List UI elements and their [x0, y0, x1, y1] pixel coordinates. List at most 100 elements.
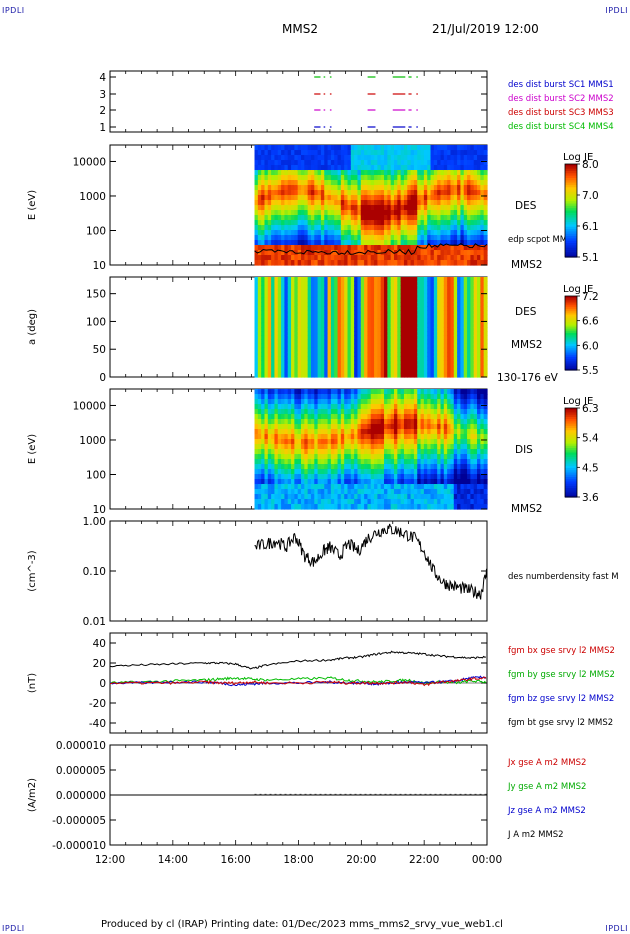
des-energy-cell [473, 155, 478, 161]
des-pitch-cell [347, 356, 352, 361]
des-energy-cell [277, 170, 282, 176]
burst-legend-1: des dist burst SC1 MMS1 [508, 80, 614, 90]
des-energy-cell [430, 190, 435, 196]
des-energy-cell [367, 180, 372, 186]
des-energy-cell [403, 245, 408, 251]
dis-energy-cell [264, 414, 269, 420]
dis-energy-cell [281, 404, 286, 410]
dis-energy-cell [254, 484, 259, 490]
dis-energy-cell [400, 489, 405, 495]
des-pitch-cell [397, 310, 402, 316]
dis-energy-cell [347, 474, 352, 480]
des-pitch-cell [354, 306, 359, 311]
dis-energy-cell [374, 434, 378, 440]
dis-energy-cell [370, 429, 375, 435]
dis-energy-cell [330, 499, 335, 505]
dis-energy-cell [314, 474, 319, 480]
des-pitch-cell [314, 331, 319, 336]
des-energy-cell [460, 240, 465, 246]
des-energy-cell [483, 165, 488, 171]
des-energy-cell [307, 245, 312, 251]
des-energy-cell [447, 165, 452, 171]
des-energy-cell [357, 230, 362, 236]
des-pitch-cell [354, 368, 359, 374]
dis-energy-cell [367, 419, 372, 425]
des-pitch-cell [423, 352, 428, 357]
des-energy-cell [261, 185, 266, 191]
des-pitch-cell [330, 347, 335, 353]
des-energy-cell [301, 215, 305, 221]
des-pitch-cell [350, 306, 355, 311]
des-pitch-ytick-label: 150 [86, 289, 106, 301]
des-pitch-cell [291, 285, 295, 291]
dis-energy-cell [254, 474, 259, 480]
des-energy-cell [327, 180, 332, 186]
des-energy-cell [334, 155, 339, 161]
dis-energy-cell [304, 444, 309, 450]
des-pitch-cell [334, 368, 339, 374]
des-energy-cell [480, 195, 485, 201]
dis-energy-cell [390, 494, 395, 500]
des-pitch-cell [437, 347, 442, 353]
des-pitch-cell [327, 293, 332, 299]
des-pitch-cell [397, 306, 402, 311]
des-energy-cell [437, 200, 442, 206]
des-energy-cell [324, 210, 329, 216]
des-energy-cell [267, 250, 272, 256]
des-pitch-cell [267, 293, 272, 299]
des-energy-cell [450, 210, 455, 216]
dis-energy-cell [271, 464, 276, 470]
des-pitch-cell [324, 277, 329, 282]
des-energy-cell [400, 165, 405, 171]
des-energy-cell [304, 145, 309, 151]
dis-energy-cell [410, 494, 415, 500]
des-pitch-cell [334, 281, 339, 286]
des-energy-cell [370, 225, 375, 231]
des-pitch-cell [354, 314, 359, 320]
des-pitch-cell [430, 364, 435, 370]
des-energy-cell [284, 245, 289, 251]
dis-energy-cell [367, 489, 372, 495]
des-pitch-cell [390, 293, 395, 299]
des-pitch-cell [450, 281, 455, 286]
dis-energy-cell [410, 464, 415, 470]
des-pitch-cell [354, 293, 359, 299]
des-pitch-cell [450, 368, 455, 374]
des-pitch-cell [364, 327, 369, 332]
des-pitch-cell [330, 360, 335, 366]
des-energy-cell [370, 195, 375, 201]
dis-energy-cell [334, 454, 339, 460]
des-energy-cell [287, 225, 292, 231]
des-pitch-cell [337, 281, 342, 286]
dis-energy-cell [354, 424, 359, 430]
dis-energy-cell [360, 449, 365, 455]
dis-energy-cell [324, 414, 329, 420]
des-energy-cell [453, 175, 458, 181]
dis-energy-cell [274, 449, 279, 455]
dis-energy-cell [350, 479, 355, 485]
des-pitch-cell [267, 281, 272, 286]
des-pitch-cell [307, 310, 312, 316]
des-energy-cell [430, 220, 435, 226]
dis-energy-cell [264, 394, 269, 400]
des-energy-cell [301, 190, 305, 196]
des-energy-cell [267, 160, 272, 166]
dis-energy-cell [314, 459, 319, 465]
des-pitch-cell [433, 310, 438, 316]
des-pitch-cell [301, 347, 305, 353]
des-pitch-cell [350, 347, 355, 353]
des-energy-cell [337, 170, 342, 176]
des-pitch-cell [340, 306, 345, 311]
des-pitch-cell [413, 314, 418, 320]
dis-energy-cell [400, 389, 405, 395]
des-energy-cell [437, 150, 442, 156]
des-energy-cell [267, 170, 272, 176]
des-pitch-cell [433, 281, 438, 286]
des-energy-cell [301, 160, 305, 166]
dis-energy-cell [317, 489, 322, 495]
des-energy-cell [327, 235, 332, 241]
des-pitch-cell [294, 322, 299, 328]
des-energy-cell [394, 260, 398, 266]
des-energy-cell [423, 160, 428, 166]
des-pitch-cell [357, 347, 362, 353]
